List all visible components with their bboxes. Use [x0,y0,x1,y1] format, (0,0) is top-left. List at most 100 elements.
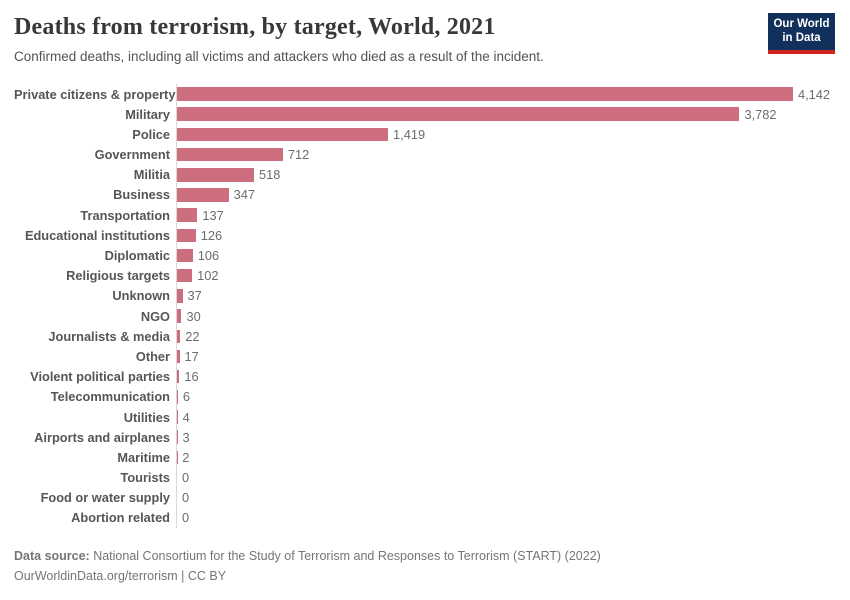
value-label: 102 [197,268,219,284]
bar [177,410,178,424]
value-label: 2 [182,449,190,465]
category-label: Journalists & media [48,328,170,344]
bar-zone: 22 [176,326,836,347]
value-label: 6 [182,389,191,405]
value-label: 712 [287,147,310,163]
bar-row: Airports and airplanes 3 [14,427,836,448]
category-label: Transportation [80,207,170,223]
bar-zone: 17 [176,346,836,367]
bar-row: Police 1,419 [14,124,836,145]
bar-zone: 347 [176,184,836,206]
bar [177,309,182,323]
bar-row: Violent political parties 16 [14,366,836,387]
bar [177,208,198,222]
value-label: 4,142 [798,86,831,102]
bar [177,147,283,162]
bar-row: Educational institutions 126 [14,225,836,246]
value-label: 3 [182,429,190,445]
bar-row: Diplomatic 106 [14,245,836,266]
bar-row: Journalists & media 22 [14,326,836,347]
bar-zone: 518 [176,164,836,185]
bar-row: Telecommunication 6 [14,386,836,407]
category-label: NGO [140,308,170,324]
value-label: 3,782 [744,106,777,122]
bar-zone: 30 [176,306,836,327]
category-label: Unknown [112,288,170,304]
bar [177,168,255,182]
bar-zone: 1,419 [176,124,836,145]
bar-row: Militia 518 [14,164,836,185]
bar-row: Transportation 137 [14,205,836,226]
category-label: Private citizens & property [14,86,176,102]
value-label: 16 [184,369,199,385]
bar [177,390,178,404]
value-label: 347 [233,187,255,203]
owid-logo: Our World in Data [768,13,835,54]
bar-zone: 3,782 [176,104,836,125]
value-label: 106 [197,248,220,264]
bar-row: Other 17 [14,346,836,367]
bar-zone: 106 [176,245,836,266]
bar-row: Unknown 37 [14,285,836,306]
data-source-text: National Consortium for the Study of Ter… [89,549,601,563]
value-label: 37 [187,288,202,304]
category-label: Abortion related [71,510,170,526]
category-label: Utilities [123,409,170,425]
bar-zone: 4 [176,406,836,428]
bar-zone: 137 [176,205,836,226]
category-label: Telecommunication [50,389,170,405]
value-label: 0 [182,510,190,526]
category-label: Business [113,187,170,203]
value-label: 518 [259,167,281,183]
bar [177,87,793,101]
value-label: 1,419 [393,126,426,142]
bar-zone: 37 [176,285,836,306]
category-label: Militia [133,167,170,183]
bar-zone: 0 [176,467,836,488]
bar-row: Maritime 2 [14,447,836,468]
bar-zone: 712 [176,144,836,165]
value-label: 17 [184,348,199,364]
bar [177,188,229,202]
bar-row: Business 347 [14,184,836,206]
bar [177,107,740,121]
category-label: Police [132,126,170,142]
data-source-label: Data source: [14,549,90,563]
bar-zone: 3 [176,427,836,448]
bar-row: Military 3,782 [14,104,836,125]
category-label: Military [125,106,170,122]
category-label: Food or water supply [40,490,170,506]
category-label: Tourists [120,470,170,486]
bar [177,228,196,243]
bar-row: NGO 30 [14,306,836,327]
category-label: Airports and airplanes [34,429,170,445]
bar-row: Religious targets 102 [14,265,836,286]
bar-zone: 0 [176,487,836,508]
data-source-line: Data source: National Consortium for the… [14,546,601,566]
bar [177,268,193,283]
category-label: Maritime [117,449,170,465]
chart-footer: Data source: National Consortium for the… [14,546,601,586]
bar-row: Private citizens & property 4,142 [14,83,836,105]
value-label: 4 [182,409,190,425]
bar [177,289,183,303]
value-label: 30 [186,308,201,324]
bar [177,369,180,384]
category-label: Other [135,348,170,364]
owid-logo-line2: in Data [782,31,821,44]
value-label: 0 [182,470,190,486]
bar-zone: 0 [176,507,836,529]
bar-zone: 102 [176,265,836,286]
category-label: Diplomatic [104,248,170,264]
bar-row: Tourists 0 [14,467,836,488]
chart-subtitle: Confirmed deaths, including all victims … [14,49,544,65]
attribution-line: OurWorldinData.org/terrorism | CC BY [14,569,227,583]
bar [177,127,389,142]
category-label: Violent political parties [30,369,170,385]
value-label: 137 [202,207,224,223]
bar-row: Abortion related 0 [14,507,836,529]
category-label: Government [94,147,170,163]
value-label: 22 [185,328,200,344]
bar [177,349,180,364]
